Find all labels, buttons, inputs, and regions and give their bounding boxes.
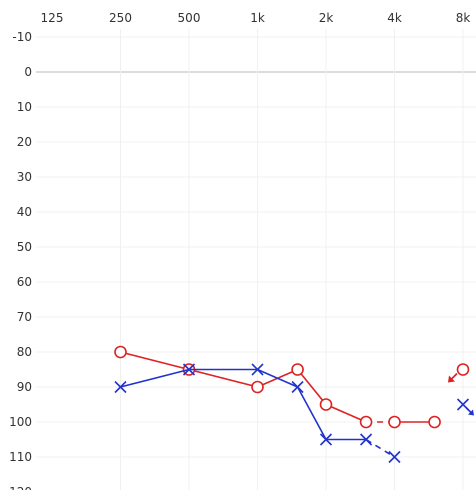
series-1-point-3: [291, 380, 304, 394]
series-0-point-8: [456, 363, 470, 376]
y-tick-label-10: 90: [17, 380, 32, 394]
y-tick-label-1: 0: [24, 65, 32, 79]
y-tick-label-6: 50: [17, 240, 32, 254]
series-0-segment-0: [120, 351, 190, 371]
series-1-segment-3: [296, 386, 327, 440]
y-axis-tick-labels: -10 0 10 20 30 40 50 60 70 80 90 100 110 120: [9, 30, 32, 490]
series-0-point-8-arrow-head: [448, 375, 455, 383]
series-0-segment-4: [325, 403, 367, 423]
series-1-point-0: [114, 380, 127, 394]
series-1-point-7-arrow-head: [468, 409, 474, 416]
y-tick-label-13: 120: [9, 485, 32, 490]
y-tick-label-4: 30: [17, 170, 32, 184]
series-0-point-4: [319, 398, 333, 411]
series-0-point-3: [291, 363, 304, 376]
series-0-segment-1: [188, 368, 258, 388]
x-tick-label-4: 2k: [319, 11, 334, 25]
series-0-point-2: [251, 380, 264, 394]
y-tick-label-2: 10: [17, 100, 32, 114]
series-1-segment-0: [120, 368, 190, 388]
y-tick-label-9: 80: [17, 345, 32, 359]
series-0-point-7: [428, 415, 441, 429]
y-tick-label-0: -10: [12, 30, 32, 44]
x-tick-label-5: 4k: [387, 11, 402, 25]
x-tick-label-1: 250: [109, 11, 132, 25]
chart-grid: [36, 29, 476, 490]
series-0-segment-3: [296, 368, 327, 406]
series-1-point-1: [182, 363, 196, 376]
series-0-point-0: [114, 345, 127, 359]
x-axis-tick-labels: 125 250 500 1k 2k 4k 8k: [41, 11, 471, 25]
series-1-point-2: [251, 363, 264, 376]
x-tick-label-0: 125: [41, 11, 64, 25]
series-0-point-6: [388, 415, 401, 429]
x-tick-label-6: 8k: [456, 11, 471, 25]
x-tick-label-3: 1k: [250, 11, 265, 25]
y-tick-label-7: 60: [17, 275, 32, 289]
series-1-point-6: [388, 450, 401, 464]
series-cross: [114, 363, 474, 464]
series-1-segment-5: [365, 438, 395, 458]
y-tick-label-8: 70: [17, 310, 32, 324]
series-layer: [114, 345, 474, 464]
y-tick-label-5: 40: [17, 205, 32, 219]
x-tick-label-2: 500: [178, 11, 201, 25]
series-0-point-5: [359, 415, 373, 429]
series-1-point-4: [319, 433, 333, 446]
series-1-segment-2: [257, 368, 298, 388]
series-1-point-5: [360, 433, 373, 446]
y-tick-label-3: 20: [17, 135, 32, 149]
y-tick-label-12: 110: [9, 450, 32, 464]
y-tick-label-11: 100: [9, 415, 32, 429]
